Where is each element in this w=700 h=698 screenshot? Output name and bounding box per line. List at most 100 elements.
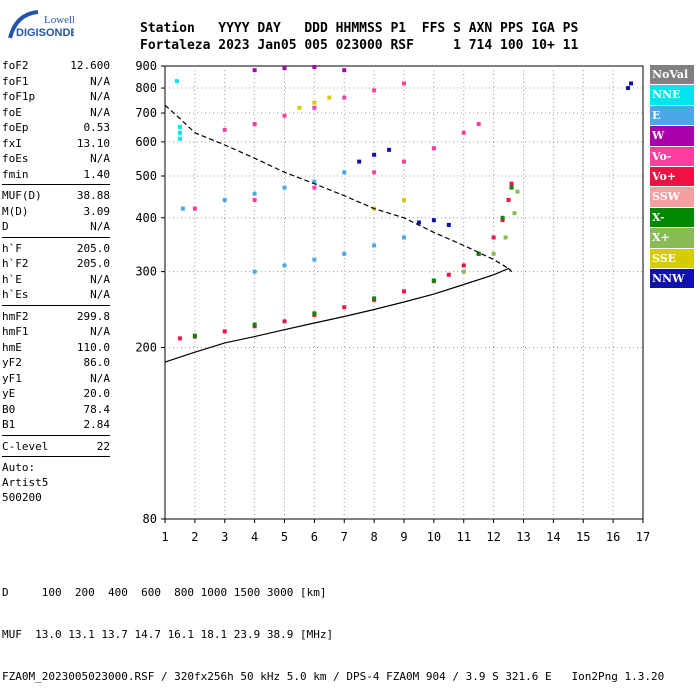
echo-point-vo-: [252, 122, 257, 127]
echo-point-nnw: [446, 222, 451, 227]
echo-point-e: [342, 170, 347, 175]
echo-point-vo-: [177, 336, 182, 341]
echo-point-vo-: [402, 289, 406, 294]
y-tick-label: 200: [135, 341, 157, 355]
echo-point-vo-: [192, 206, 197, 211]
legend-item: NoVal: [650, 65, 694, 85]
echo-point-vo-: [222, 329, 227, 334]
separator: [2, 184, 110, 185]
echo-point-x-: [491, 251, 496, 256]
y-tick-label: 600: [135, 135, 157, 149]
param-value: 86.0: [83, 356, 111, 369]
scaled-parameters-panel: foF2 12.600 foF1 N/A foF1p N/A foE N/A foEp 0.53 f…: [2, 58, 110, 505]
param-row: D N/A: [2, 219, 110, 235]
echo-point-nnw: [431, 218, 436, 223]
autoscaling-info: 500200: [2, 491, 42, 504]
param-value: 22: [96, 439, 110, 453]
param-row: h`E N/A: [2, 272, 110, 288]
echo-point-vo-: [461, 130, 466, 135]
x-tick-label: 12: [486, 530, 500, 544]
param-row: foF2 12.600: [2, 58, 110, 74]
param-value: N/A: [90, 105, 110, 119]
echo-point-x-: [312, 311, 317, 316]
echo-point-nnw: [626, 86, 631, 91]
x-tick-label: 6: [311, 530, 318, 544]
echo-point-x-: [476, 251, 481, 256]
echo-point-nne: [177, 130, 182, 135]
digisonde-logo: Lowell DIGISONDE: [4, 8, 78, 44]
x-tick-label: 17: [636, 530, 650, 544]
param-name: M(D): [2, 204, 29, 218]
x-tick-label: 5: [281, 530, 288, 544]
echo-point-e: [252, 269, 257, 274]
legend-item: Vo+: [650, 166, 694, 187]
echo-point-e: [402, 235, 406, 240]
legend-item: X-: [650, 207, 694, 228]
x-tick-label: 7: [341, 530, 348, 544]
param-name: B0: [2, 402, 16, 416]
echo-point-vo-: [222, 127, 227, 132]
echo-point-w: [312, 65, 317, 70]
param-row: yF1 N/A: [2, 371, 110, 387]
param-row: fmin 1.40: [2, 167, 110, 183]
echo-point-x-: [512, 211, 517, 216]
echo-point-e: [222, 197, 227, 202]
param-name: foF1p: [2, 90, 36, 103]
param-value: 20.0: [83, 387, 111, 400]
echo-point-w: [252, 68, 257, 73]
echo-point-e: [180, 206, 185, 211]
echo-point-vo-: [402, 159, 406, 164]
x-tick-label: 11: [457, 530, 471, 544]
legend-item: SSE: [650, 248, 694, 268]
model-trace: [164, 104, 513, 273]
param-row: foF1p N/A: [2, 89, 110, 105]
echo-point-x-: [509, 185, 514, 190]
param-row: M(D) 3.09: [2, 204, 110, 220]
param-row: B1 2.84: [2, 417, 110, 433]
echo-point-nnw: [416, 220, 421, 225]
param-row: foF1 N/A: [2, 74, 110, 90]
param-name: hmF2: [2, 309, 29, 323]
param-value: N/A: [90, 152, 110, 165]
param-value: N/A: [90, 371, 110, 385]
param-value: 1.40: [83, 167, 111, 181]
echo-point-sse: [312, 100, 317, 105]
param-name: D: [2, 220, 9, 233]
param-value: N/A: [90, 272, 110, 286]
echo-point-sse: [297, 105, 302, 110]
x-tick-label: 13: [516, 530, 530, 544]
separator: [2, 434, 110, 436]
legend-item: NNE: [650, 85, 694, 105]
param-row: foE N/A: [2, 105, 110, 121]
echo-point-nnw: [372, 152, 377, 157]
echo-point-vo-: [372, 170, 377, 175]
legend-item: E: [650, 105, 694, 126]
param-name: yF2: [2, 356, 22, 369]
separator: [2, 456, 110, 457]
echo-point-vo-: [312, 105, 317, 110]
echo-point-e: [312, 257, 317, 262]
x-tick-label: 16: [606, 530, 620, 544]
param-row: foEp 0.53: [2, 120, 110, 136]
separator: [2, 304, 110, 306]
param-name: fxI: [2, 136, 22, 150]
echo-point-vo-: [461, 263, 466, 268]
echo-point-x-: [500, 215, 505, 220]
autoscaling-info: Artist5: [2, 476, 49, 489]
legend-item: Vo-: [650, 146, 694, 166]
param-row: C-level 22: [2, 439, 110, 455]
param-value: 3.09: [83, 204, 111, 218]
logo-line1: Lowell: [44, 14, 74, 26]
echo-point-nnw: [357, 159, 362, 164]
param-value: 299.8: [76, 309, 110, 323]
echo-point-vo-: [342, 95, 347, 100]
param-value: 13.10: [76, 136, 110, 150]
param-value: N/A: [90, 220, 110, 233]
param-row: h`Es N/A: [2, 287, 110, 303]
param-value: N/A: [90, 325, 110, 338]
echo-point-x-: [372, 296, 377, 301]
echo-point-nnw: [629, 81, 634, 86]
echo-point-vo-: [402, 81, 406, 86]
echo-point-vo-: [476, 122, 481, 127]
separator: [2, 236, 110, 238]
